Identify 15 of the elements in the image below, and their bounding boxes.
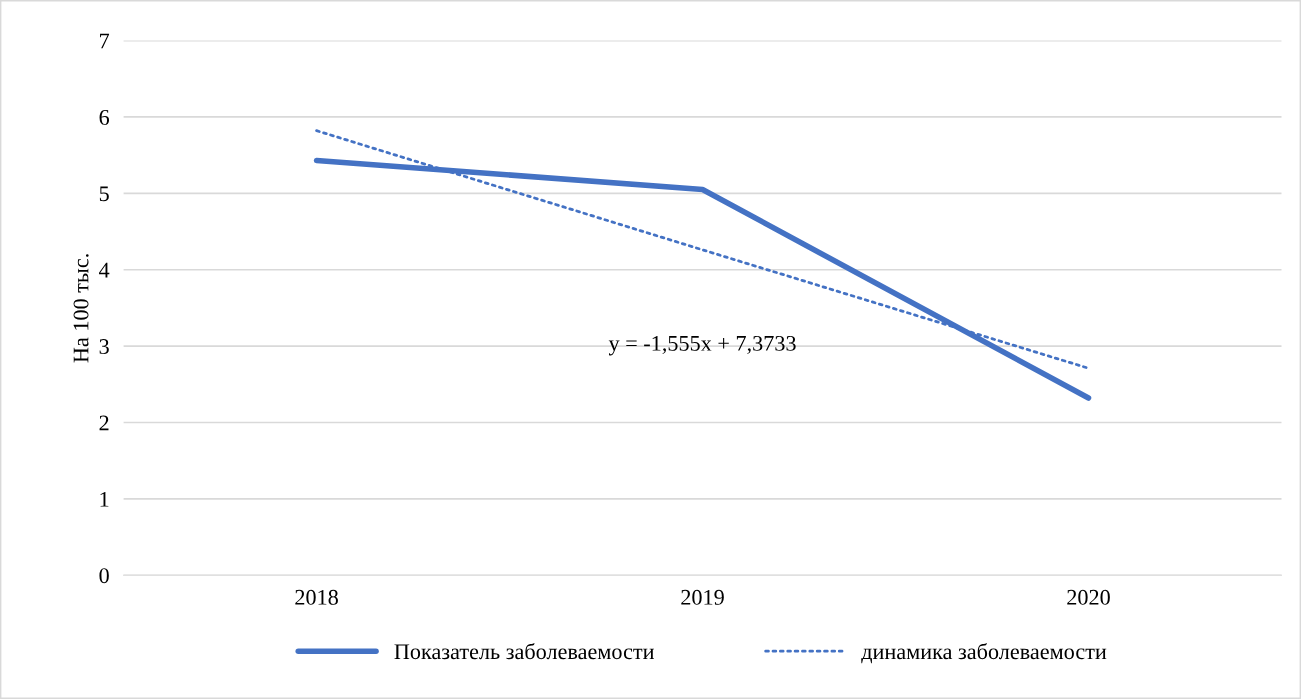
x-tick-label: 2020 xyxy=(1067,589,1110,605)
y-axis-title: На 100 тыс. xyxy=(73,254,89,363)
y-tick-label: 6 xyxy=(99,109,110,125)
y-tick-label: 2 xyxy=(99,415,109,431)
x-tick-label: 2018 xyxy=(295,589,338,605)
x-tick-label: 2019 xyxy=(681,589,724,605)
annotation: y = -1,555x + 7,3733 xyxy=(608,335,796,356)
y-tick-label: 3 xyxy=(99,339,109,355)
y-tick-label: 7 xyxy=(100,33,110,49)
y-tick-label: 5 xyxy=(99,186,109,202)
y-tick-label: 1 xyxy=(100,491,109,507)
legend-label: Показатель заболеваемости xyxy=(394,643,655,660)
y-tick-label: 0 xyxy=(99,568,109,584)
y-tick-label: 4 xyxy=(99,262,110,278)
legend-label: динамика заболеваемости xyxy=(861,643,1107,664)
